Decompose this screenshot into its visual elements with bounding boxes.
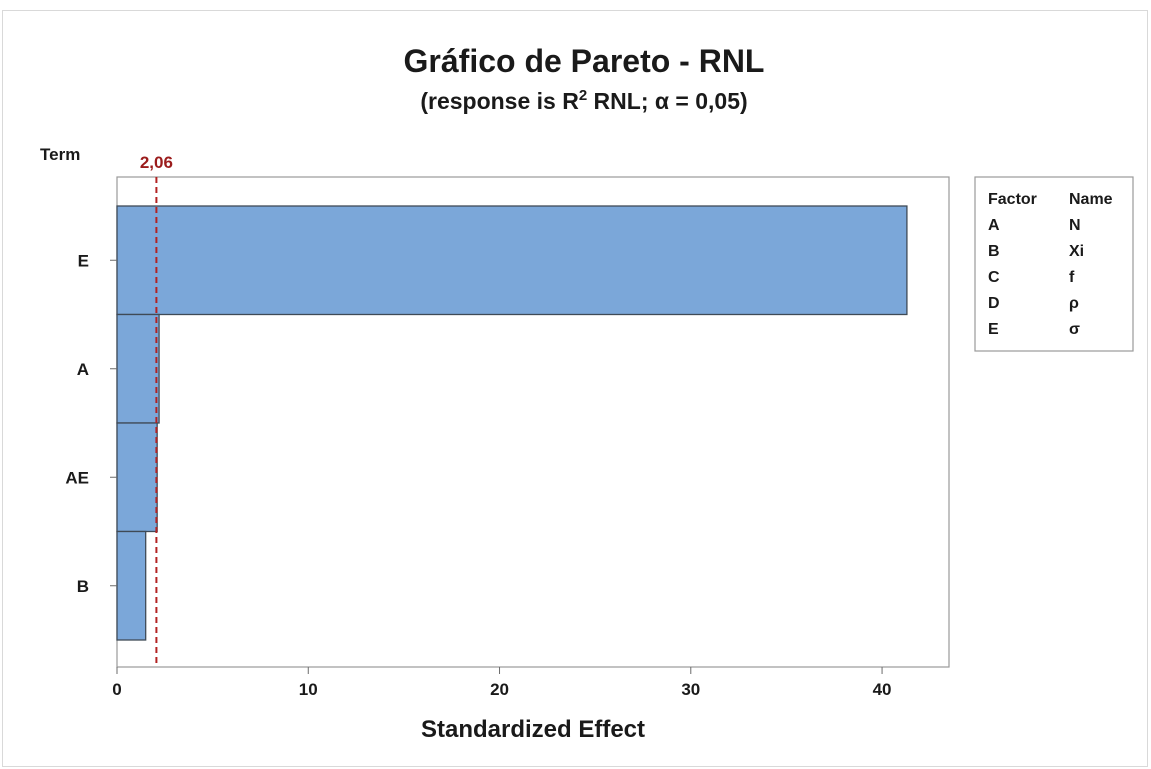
x-tick-label: 10 — [299, 680, 318, 699]
legend-name: Xi — [1069, 243, 1084, 260]
chart-title: Gráfico de Pareto - RNL — [404, 43, 765, 79]
legend-header-name: Name — [1069, 191, 1113, 208]
legend-name: ρ — [1069, 295, 1079, 312]
bar-a — [116, 313, 160, 424]
legend-factor: B — [988, 243, 1000, 260]
y-tick-label-b: B — [77, 577, 89, 596]
bar-b — [116, 530, 147, 641]
bar-ae — [116, 422, 158, 533]
y-tick-label-a: A — [77, 360, 89, 379]
legend-name: N — [1069, 217, 1081, 234]
y-ticks-group: E A AE B — [65, 251, 117, 596]
x-tick-label: 20 — [490, 680, 509, 699]
x-axis-title: Standardized Effect — [421, 716, 645, 743]
x-tick-label: 30 — [681, 680, 700, 699]
chart-subtitle: (response is R2 RNL; α = 0,05) — [420, 87, 747, 114]
x-tick-label: 40 — [873, 680, 892, 699]
legend-name: σ — [1069, 321, 1080, 338]
legend-factor: D — [988, 295, 1000, 312]
legend: Factor Name A N B Xi C f D ρ E σ — [974, 176, 1134, 352]
legend-factor: E — [988, 321, 999, 338]
x-tick-label: 0 — [112, 680, 121, 699]
bar-e — [116, 205, 908, 316]
legend-name: f — [1069, 269, 1075, 286]
legend-factor: C — [988, 269, 1000, 286]
reference-line-label: 2,06 — [140, 153, 173, 172]
y-tick-label-e: E — [78, 251, 89, 270]
legend-box — [974, 176, 1134, 352]
y-axis-title: Term — [40, 145, 80, 164]
x-ticks-group: 0 10 20 30 40 — [112, 667, 892, 699]
chart-frame — [2, 10, 1148, 767]
y-tick-label-ae: AE — [65, 468, 89, 487]
legend-factor: A — [988, 217, 1000, 234]
legend-header-factor: Factor — [988, 191, 1037, 208]
bars-group — [116, 205, 908, 641]
